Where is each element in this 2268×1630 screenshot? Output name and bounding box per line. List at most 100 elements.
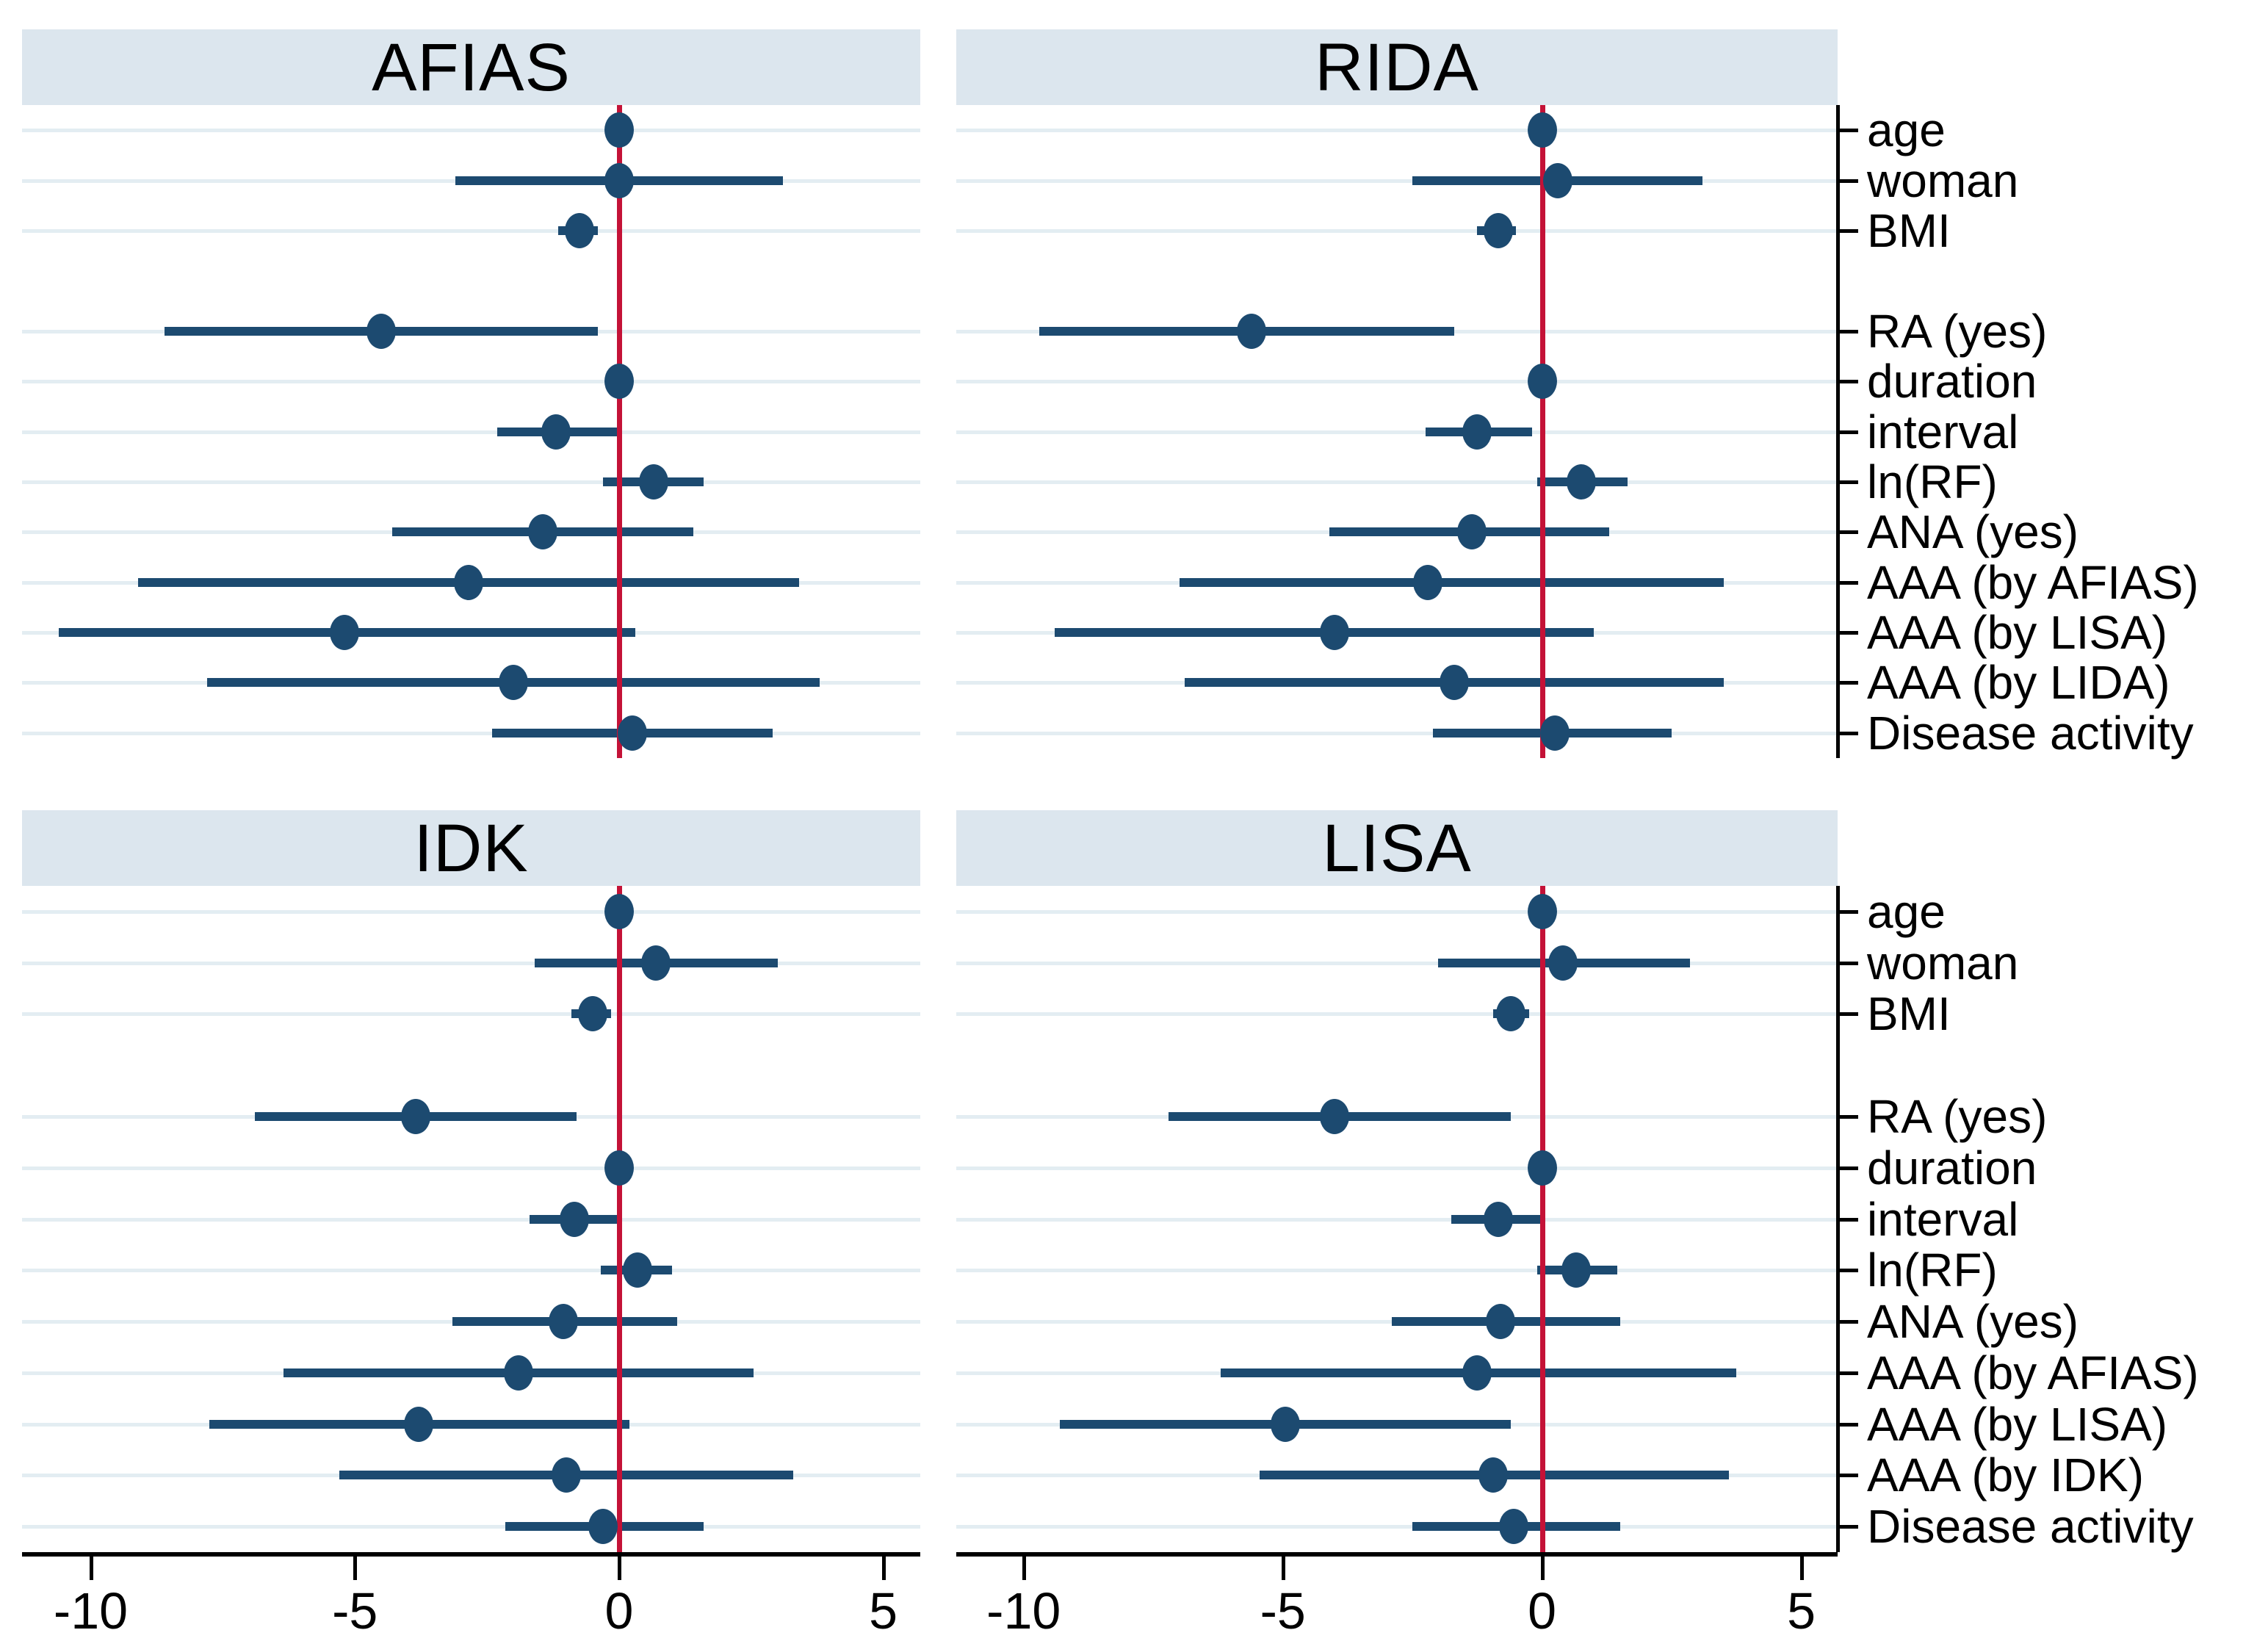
row-gridline xyxy=(956,380,1838,384)
point-estimate-marker xyxy=(577,996,607,1032)
row-label: AAA (by IDK) xyxy=(1867,1449,2144,1502)
row-gridline xyxy=(956,1217,1838,1222)
zero-reference-line xyxy=(1539,105,1545,758)
x-axis-tick xyxy=(1281,1557,1285,1580)
row-label: interval xyxy=(1867,1192,2019,1246)
point-estimate-marker xyxy=(453,564,483,600)
point-estimate-marker xyxy=(549,1304,579,1340)
row-gridline xyxy=(956,961,1838,965)
point-estimate-marker xyxy=(1498,1509,1528,1545)
confidence-interval-bar xyxy=(1179,577,1724,587)
point-estimate-marker xyxy=(1483,1201,1513,1237)
row-label: interval xyxy=(1867,405,2019,458)
row-label: Disease activity xyxy=(1867,706,2194,760)
x-tick-label: -5 xyxy=(332,1582,378,1630)
x-tick-label: -10 xyxy=(986,1582,1061,1630)
point-estimate-marker xyxy=(564,212,594,248)
point-estimate-marker xyxy=(527,514,557,550)
point-estimate-marker xyxy=(641,945,671,981)
row-label: ANA (yes) xyxy=(1867,1295,2079,1349)
y-axis-tick xyxy=(1839,530,1858,535)
x-axis-tick xyxy=(1799,1557,1804,1580)
y-axis-tick xyxy=(1839,1217,1858,1222)
point-estimate-marker xyxy=(1478,1457,1508,1493)
point-estimate-marker xyxy=(559,1201,589,1237)
row-label: ln(RF) xyxy=(1867,1244,1998,1297)
point-estimate-marker xyxy=(1271,1406,1301,1442)
row-gridline xyxy=(22,1525,920,1529)
y-axis-tick xyxy=(1839,430,1858,434)
point-estimate-marker xyxy=(1540,715,1570,751)
row-label: age xyxy=(1867,884,1946,938)
row-label: AAA (by AFIAS) xyxy=(1867,555,2199,609)
row-gridline xyxy=(956,909,1838,914)
y-axis-line xyxy=(1836,105,1840,758)
panel-title-lisa: LISA xyxy=(956,810,1838,886)
y-axis-tick xyxy=(1839,580,1858,585)
panel-title-rida: RIDA xyxy=(956,29,1838,105)
point-estimate-marker xyxy=(403,1406,433,1442)
point-estimate-marker xyxy=(1496,996,1526,1032)
row-label: AAA (by AFIAS) xyxy=(1867,1346,2199,1399)
x-axis-tick xyxy=(353,1557,358,1580)
row-label: woman xyxy=(1867,154,2019,207)
point-estimate-marker xyxy=(329,615,359,651)
zero-reference-line xyxy=(616,886,622,1552)
point-estimate-marker xyxy=(604,893,634,929)
zero-reference-line xyxy=(616,105,622,758)
x-axis-tick xyxy=(881,1557,886,1580)
x-axis-tick xyxy=(1022,1557,1026,1580)
row-gridline xyxy=(22,961,920,965)
point-estimate-marker xyxy=(1527,112,1557,148)
y-axis-tick xyxy=(1839,909,1858,914)
row-gridline xyxy=(956,430,1838,434)
row-label: AAA (by LISA) xyxy=(1867,606,2168,660)
point-estimate-marker xyxy=(400,1098,430,1134)
row-gridline xyxy=(22,480,920,484)
point-estimate-marker xyxy=(1566,464,1596,500)
row-gridline xyxy=(956,1166,1838,1170)
point-estimate-marker xyxy=(541,414,571,450)
point-estimate-marker xyxy=(1527,893,1557,929)
row-label: BMI xyxy=(1867,203,1951,257)
row-gridline xyxy=(956,480,1838,484)
y-axis-tick xyxy=(1839,1525,1858,1529)
y-axis-tick xyxy=(1839,1166,1858,1170)
x-tick-label: 5 xyxy=(1787,1582,1816,1630)
point-estimate-marker xyxy=(1457,514,1487,550)
point-estimate-marker xyxy=(1542,162,1572,198)
x-tick-label: 0 xyxy=(604,1582,634,1630)
panel-title-idk: IDK xyxy=(22,810,920,886)
row-gridline xyxy=(22,380,920,384)
row-gridline xyxy=(22,1166,920,1170)
point-estimate-marker xyxy=(588,1509,618,1545)
row-label: AAA (by LIDA) xyxy=(1867,656,2170,710)
row-label: RA (yes) xyxy=(1867,1089,2048,1143)
point-estimate-marker xyxy=(604,364,634,400)
row-gridline xyxy=(956,1525,1838,1529)
zero-reference-line xyxy=(1539,886,1545,1552)
row-label: Disease activity xyxy=(1867,1500,2194,1554)
x-axis-line xyxy=(22,1552,920,1557)
point-estimate-marker xyxy=(1320,615,1350,651)
y-axis-tick xyxy=(1839,681,1858,685)
row-gridline xyxy=(956,1269,1838,1273)
point-estimate-marker xyxy=(504,1355,534,1391)
point-estimate-marker xyxy=(604,112,634,148)
point-estimate-marker xyxy=(604,1150,634,1186)
panel-title-afias: AFIAS xyxy=(22,29,920,105)
point-estimate-marker xyxy=(1462,1355,1492,1391)
row-label: woman xyxy=(1867,936,2019,989)
point-estimate-marker xyxy=(1462,414,1492,450)
x-tick-label: 0 xyxy=(1528,1582,1557,1630)
point-estimate-marker xyxy=(1561,1252,1591,1288)
row-gridline xyxy=(22,1217,920,1222)
point-estimate-marker xyxy=(1527,364,1557,400)
point-estimate-marker xyxy=(1413,564,1443,600)
row-gridline xyxy=(22,1012,920,1017)
row-gridline xyxy=(22,731,920,735)
y-axis-tick xyxy=(1839,1269,1858,1273)
y-axis-tick xyxy=(1839,1012,1858,1017)
y-axis-tick xyxy=(1839,1320,1858,1324)
x-tick-label: 5 xyxy=(869,1582,898,1630)
